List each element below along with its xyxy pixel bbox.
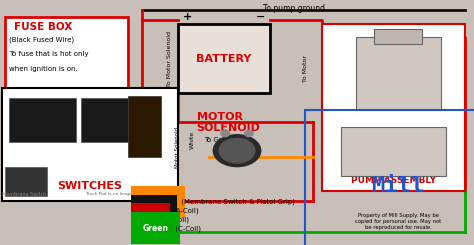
Text: +: + [182,12,192,22]
Text: (Black Fused Wire): (Black Fused Wire) [9,37,74,43]
Text: Touch Pad is no longer available.: Touch Pad is no longer available. [85,192,156,196]
Text: BATTERY: BATTERY [196,54,252,64]
Ellipse shape [221,130,229,136]
Text: To fuse that is hot only: To fuse that is hot only [9,51,89,57]
Ellipse shape [219,138,255,163]
Ellipse shape [213,135,261,167]
Text: To pump ground: To pump ground [263,4,325,13]
Text: Membrane Switch: Membrane Switch [1,192,46,197]
Text: Red: Red [142,215,159,224]
Text: White: White [190,131,194,149]
FancyBboxPatch shape [5,167,47,196]
FancyBboxPatch shape [341,127,446,176]
Text: (B-Coil): (B-Coil) [161,216,189,222]
FancyBboxPatch shape [356,37,441,110]
Text: To Motor Solenoid: To Motor Solenoid [167,31,172,87]
Text: FUSE BOX: FUSE BOX [14,22,73,32]
Text: Mill: Mill [372,176,425,196]
Text: (C-Coil): (C-Coil) [173,225,201,232]
Text: PUMP ASSEMBLY: PUMP ASSEMBLY [351,176,436,185]
Text: when ignition is on.: when ignition is on. [9,66,78,72]
FancyBboxPatch shape [2,88,178,201]
FancyBboxPatch shape [9,98,76,142]
FancyBboxPatch shape [374,29,422,44]
FancyBboxPatch shape [81,98,128,142]
Ellipse shape [245,130,253,136]
Text: (A-Coil): (A-Coil) [173,208,199,214]
Text: To Motor: To Motor [303,55,308,82]
Text: To Ground: To Ground [204,137,239,143]
FancyBboxPatch shape [128,96,161,157]
FancyBboxPatch shape [322,24,465,191]
Text: Property of Mill Supply. May be
copied for personal use. May not
be reproduced f: Property of Mill Supply. May be copied f… [355,213,441,230]
FancyBboxPatch shape [178,24,270,93]
Text: Orange: Orange [142,198,174,207]
Text: −: − [256,12,265,22]
Text: Green: Green [142,224,168,233]
Text: SWITCHES: SWITCHES [57,181,123,191]
Text: Motor Solenoid: Motor Solenoid [175,126,180,168]
FancyBboxPatch shape [5,17,128,91]
Text: MOTOR
SOLENOID: MOTOR SOLENOID [197,112,261,133]
Text: (Membrane Switch & Pistol Grip): (Membrane Switch & Pistol Grip) [179,199,295,205]
Text: Black: Black [142,206,165,215]
